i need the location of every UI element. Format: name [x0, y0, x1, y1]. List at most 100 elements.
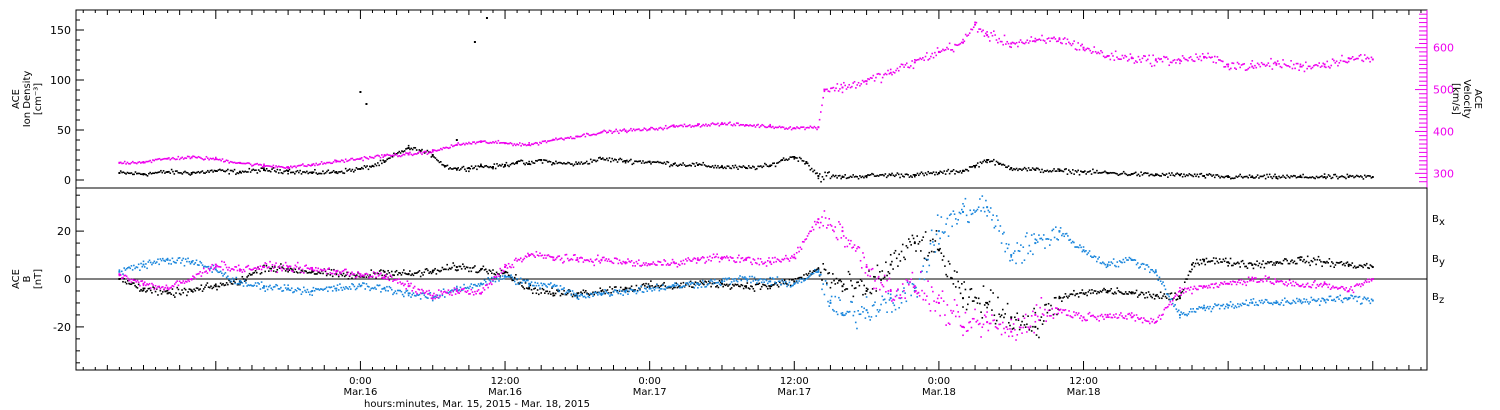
- bottom-trace-dot: [518, 281, 521, 284]
- bottom-trace-dot: [1146, 264, 1149, 266]
- top-trace-dot: [915, 59, 917, 62]
- top-trace-dot: [1216, 174, 1219, 176]
- top-trace-dot: [536, 142, 538, 145]
- top-trace-dot: [417, 152, 419, 155]
- top-trace-dot: [185, 157, 188, 160]
- top-trace-dot: [1011, 169, 1014, 172]
- bottom-trace-dot: [127, 279, 129, 282]
- bottom-trace-dot: [742, 277, 745, 279]
- top-trace-dot: [288, 167, 291, 169]
- top-trace-dot: [1342, 60, 1345, 63]
- top-point: [696, 124, 699, 127]
- bottom-trace-dot: [629, 287, 632, 290]
- bottom-trace-dot: [898, 253, 900, 256]
- bottom-trace-dot: [1082, 292, 1085, 295]
- bottom-trace-dot: [732, 257, 734, 259]
- top-trace-dot: [721, 121, 723, 124]
- bottom-trace-dot: [552, 294, 555, 297]
- bottom-trace-dot: [1334, 264, 1337, 266]
- bottom-trace-dot: [760, 281, 763, 284]
- top-trace-dot: [316, 164, 319, 166]
- bottom-trace-dot: [712, 282, 715, 285]
- top-trace-dot: [730, 167, 733, 170]
- bottom-trace-dot: [450, 291, 452, 294]
- top-trace-dot: [505, 142, 508, 144]
- top-trace-dot: [634, 129, 636, 132]
- top-trace-dot: [387, 157, 390, 160]
- bottom-trace-dot: [227, 269, 229, 271]
- top-trace-dot: [1204, 177, 1207, 179]
- bottom-trace-dot: [859, 259, 862, 262]
- top-point: [913, 61, 916, 64]
- bottom-trace-dot: [664, 285, 667, 287]
- bottom-trace-dot: [933, 244, 935, 246]
- bottom-trace-dot: [398, 272, 400, 274]
- top-trace-dot: [808, 164, 810, 167]
- bottom-point: [600, 292, 603, 295]
- bottom-trace-dot: [627, 258, 629, 260]
- top-trace-dot: [481, 140, 484, 143]
- top-trace-dot: [320, 161, 323, 163]
- top-trace-dot: [1240, 64, 1243, 66]
- bottom-trace-dot: [1105, 266, 1108, 269]
- bottom-trace-dot: [1165, 293, 1168, 295]
- top-trace-dot: [315, 172, 318, 174]
- bottom-trace-dot: [903, 287, 905, 289]
- bottom-point: [335, 287, 338, 290]
- top-trace-dot: [375, 164, 378, 167]
- bottom-trace-dot: [562, 262, 564, 264]
- bottom-trace-dot: [1229, 301, 1232, 303]
- bottom-trace-dot: [618, 259, 621, 262]
- bottom-trace-dot: [974, 211, 976, 213]
- top-trace-dot: [1239, 66, 1241, 69]
- bottom-trace-dot: [176, 259, 179, 262]
- bottom-trace-dot: [703, 283, 705, 286]
- bottom-trace-dot: [841, 312, 844, 314]
- bottom-trace-dot: [468, 293, 470, 295]
- bottom-trace-dot: [587, 259, 589, 262]
- bottom-trace-dot: [245, 282, 247, 284]
- bottom-trace-dot: [431, 298, 434, 300]
- bottom-trace-dot: [287, 270, 289, 273]
- top-trace-dot: [1144, 55, 1146, 58]
- top-trace-dot: [494, 167, 497, 170]
- top-trace-dot: [243, 162, 245, 165]
- bottom-trace-dot: [707, 282, 710, 285]
- top-point: [1034, 40, 1037, 43]
- top-trace-dot: [314, 168, 316, 171]
- bottom-trace-dot: [411, 273, 414, 275]
- bottom-trace-dot: [1235, 262, 1238, 265]
- top-trace-dot: [449, 146, 451, 149]
- top-trace-dot: [663, 127, 666, 130]
- bottom-point: [986, 206, 989, 209]
- bottom-trace-dot: [887, 271, 890, 273]
- bottom-trace-dot: [832, 229, 834, 231]
- top-trace-dot: [729, 167, 731, 169]
- bottom-trace-dot: [789, 284, 792, 287]
- top-trace-dot: [903, 66, 905, 68]
- bottom-trace-dot: [1033, 307, 1035, 310]
- top-trace-dot: [1215, 62, 1217, 64]
- bottom-trace-dot: [407, 294, 410, 297]
- top-point: [190, 172, 193, 174]
- bottom-trace-dot: [707, 280, 710, 283]
- top-trace-dot: [509, 163, 512, 166]
- top-trace-dot: [344, 158, 347, 161]
- top-trace-dot: [966, 168, 968, 171]
- bottom-trace-dot: [681, 286, 684, 288]
- bottom-trace-dot: [657, 286, 659, 289]
- top-trace-dot: [1350, 175, 1353, 178]
- bottom-trace-dot: [213, 284, 216, 287]
- bottom-trace-dot: [357, 271, 359, 273]
- top-trace-dot: [1061, 170, 1063, 172]
- bottom-trace-dot: [192, 275, 194, 277]
- top-trace-dot: [735, 122, 738, 124]
- top-trace-dot: [793, 158, 796, 160]
- top-point: [407, 147, 410, 149]
- top-trace-dot: [517, 144, 520, 146]
- top-trace-dot: [686, 165, 688, 167]
- bottom-trace-dot: [1029, 250, 1032, 252]
- bottom-trace-dot: [713, 256, 716, 259]
- top-trace-dot: [922, 172, 924, 175]
- top-trace-dot: [350, 170, 352, 172]
